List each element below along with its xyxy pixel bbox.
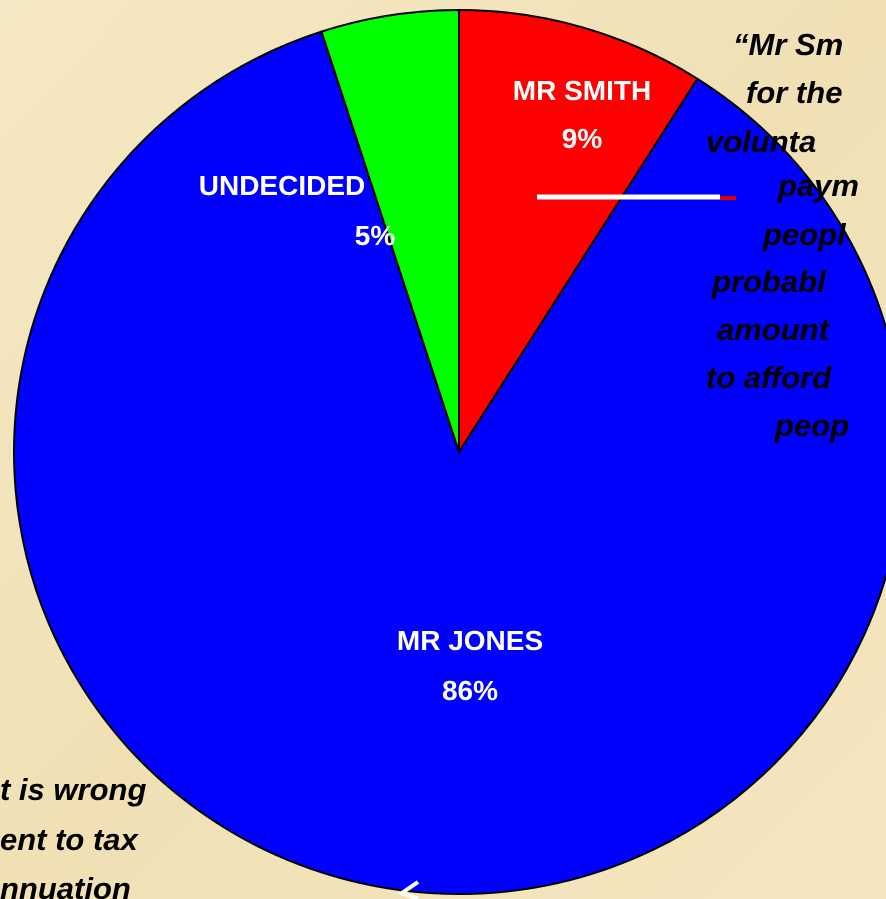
annotation-line: nnuation — [0, 871, 131, 899]
annotation-line: “Mr Sm — [733, 27, 843, 62]
annotation-line: peop — [774, 408, 849, 443]
pie-slice — [320, 8, 460, 453]
slice-value-label: 86% — [442, 675, 498, 706]
annotation-line: for the — [746, 75, 842, 110]
slice-label: MR JONES — [397, 625, 543, 656]
annotation-line: paym — [777, 168, 859, 203]
annotations: “Mr Sm for the volunta paym peopl probabl amou… — [0, 27, 859, 899]
annotation-line: t is wrong — [0, 772, 146, 807]
annotation-line: peopl — [762, 217, 847, 252]
slice-label: MR SMITH — [513, 75, 651, 106]
slice-value-label: 9% — [562, 123, 603, 154]
pie — [13, 8, 886, 895]
labels: MR SMITH 9% MR JONES 86% UNDECIDED 5% — [199, 75, 651, 706]
pie-slice — [458, 8, 699, 456]
slice-label: UNDECIDED — [199, 170, 365, 201]
annotation-line: ent to tax — [0, 822, 140, 857]
annotation-line: amount — [717, 312, 831, 347]
annotation-line: probabl — [711, 264, 827, 299]
annotation-line: to afford — [706, 360, 832, 395]
annotation-line: volunta — [706, 124, 816, 159]
pointer-arrow — [397, 880, 420, 899]
slice-value-label: 5% — [355, 220, 396, 251]
